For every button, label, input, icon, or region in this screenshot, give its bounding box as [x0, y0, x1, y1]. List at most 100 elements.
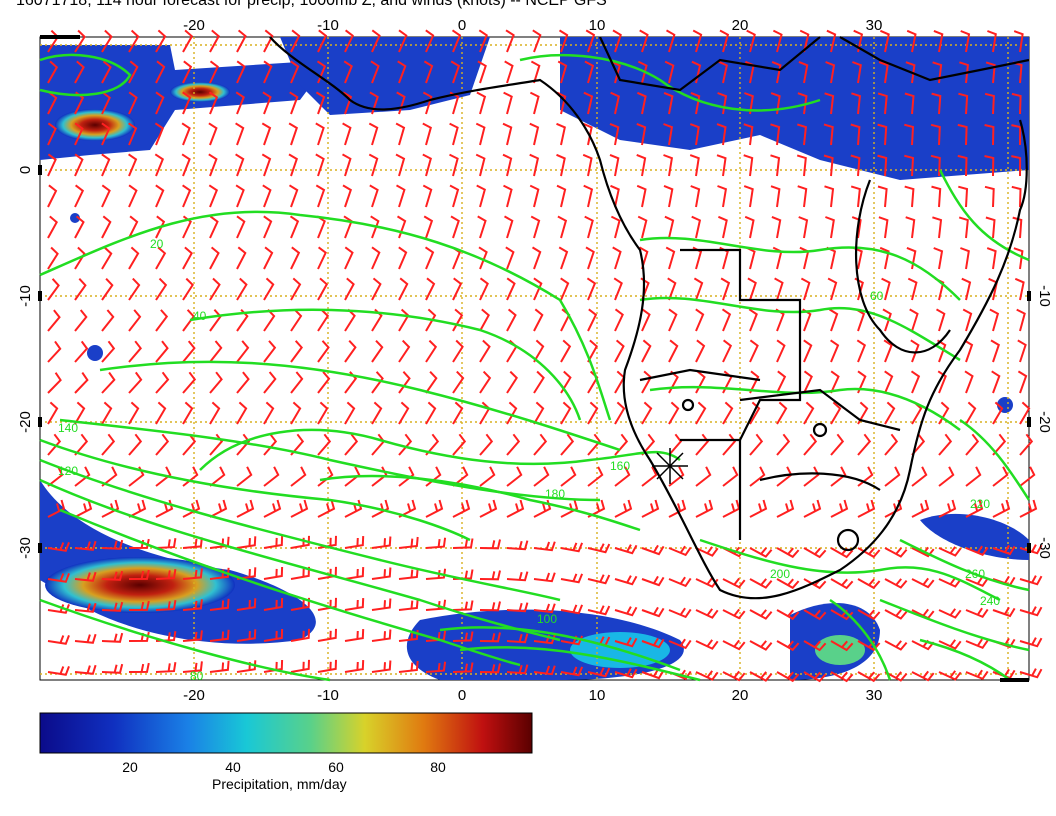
wind-barb [641, 575, 665, 587]
wind-barb [884, 433, 899, 456]
wind-barb [825, 216, 835, 239]
wind-barb [47, 372, 62, 394]
wind-barb [884, 578, 908, 589]
wind-barb [533, 433, 548, 456]
wind-barb [557, 215, 568, 239]
wind-barb [614, 606, 638, 617]
wind-barb [823, 154, 834, 177]
wind-barb [749, 433, 764, 456]
colorbar-tick: 60 [328, 759, 344, 775]
wind-barb [803, 401, 815, 425]
wind-barb [776, 609, 800, 621]
wind-barb [587, 433, 602, 456]
wind-barb [128, 215, 139, 239]
wind-barb [74, 60, 85, 84]
wind-barb [905, 61, 916, 84]
wind-barb [317, 433, 332, 456]
wind-barb [398, 466, 415, 487]
wind-barb [958, 216, 969, 239]
wind-barb [877, 123, 888, 146]
wind-barb [155, 466, 172, 487]
wind-barb [560, 277, 570, 301]
wind-barb [798, 216, 809, 239]
wind-barb [612, 29, 622, 53]
wind-barb [479, 466, 496, 487]
wind-barb [911, 577, 935, 589]
wind-barb [47, 542, 70, 552]
wind-barb [690, 91, 701, 115]
wind-barb [101, 91, 111, 115]
wind-barb [155, 371, 170, 394]
wind-barb [263, 215, 273, 239]
wind-barb [824, 185, 835, 208]
wind-barb [425, 661, 447, 673]
wind-barb [796, 154, 807, 177]
wind-barb [533, 308, 544, 332]
wind-barb [395, 122, 406, 146]
colorbar [39, 712, 533, 754]
wind-barb [476, 91, 487, 115]
wind-barb [556, 184, 567, 208]
wind-barb [1019, 401, 1031, 425]
wind-barb [668, 545, 692, 557]
wind-barb [830, 640, 854, 652]
wind-barb [398, 598, 419, 611]
wind-barb [668, 308, 678, 332]
wind-barb [344, 629, 365, 642]
contour-label: 220 [970, 497, 990, 511]
wind-barb [182, 246, 193, 270]
wind-barb [263, 29, 274, 53]
wind-barb [182, 630, 203, 642]
wind-barb [128, 600, 150, 611]
wind-barb [209, 401, 221, 425]
wind-barb [770, 92, 781, 115]
wind-barb [774, 277, 784, 301]
wind-barb [830, 578, 854, 590]
wind-barb [290, 308, 303, 332]
wind-barb [155, 184, 165, 208]
wind-barb [587, 543, 611, 554]
wind-barb [344, 277, 355, 301]
wind-barb [965, 607, 989, 619]
wind-barb [992, 499, 1011, 518]
wind-barb [317, 466, 334, 487]
wind-barb [344, 536, 365, 549]
wind-barb [506, 633, 529, 644]
wind-barb [560, 466, 577, 487]
wind-barb [776, 499, 795, 518]
wind-barb [47, 401, 59, 425]
wind-barb [560, 433, 575, 456]
wind-barb [830, 401, 842, 425]
wind-barb [664, 60, 675, 84]
wind-barb [533, 541, 556, 552]
wind-barb [587, 574, 611, 585]
wind-barb [504, 215, 514, 239]
wind-barb [960, 30, 971, 53]
wind-barb [825, 61, 836, 84]
lat-tick-left: -10 [17, 285, 34, 307]
wind-barb [317, 308, 330, 332]
wind-barb [533, 401, 545, 425]
map-title: 16071718, 114 hour forecast for precip, … [16, 0, 607, 9]
wind-barb [236, 536, 257, 549]
wind-barb [992, 466, 1009, 487]
wind-barb [749, 547, 773, 558]
wind-barb [74, 602, 97, 613]
wind-barb [533, 466, 550, 487]
wind-barb [101, 122, 111, 146]
wind-barb [797, 123, 807, 146]
wind-barb [857, 433, 872, 456]
wind-barb [689, 123, 700, 146]
wind-barb [398, 277, 409, 301]
wind-barb [101, 433, 116, 456]
wind-barb [614, 544, 638, 555]
wind-barb [344, 246, 354, 270]
wind-barb [641, 544, 665, 556]
wind-barb [128, 153, 138, 177]
wind-barb [641, 401, 653, 425]
wind-barb [74, 401, 86, 425]
wind-barb [560, 339, 572, 363]
wind-barb [155, 29, 167, 53]
wind-barb [209, 29, 220, 53]
